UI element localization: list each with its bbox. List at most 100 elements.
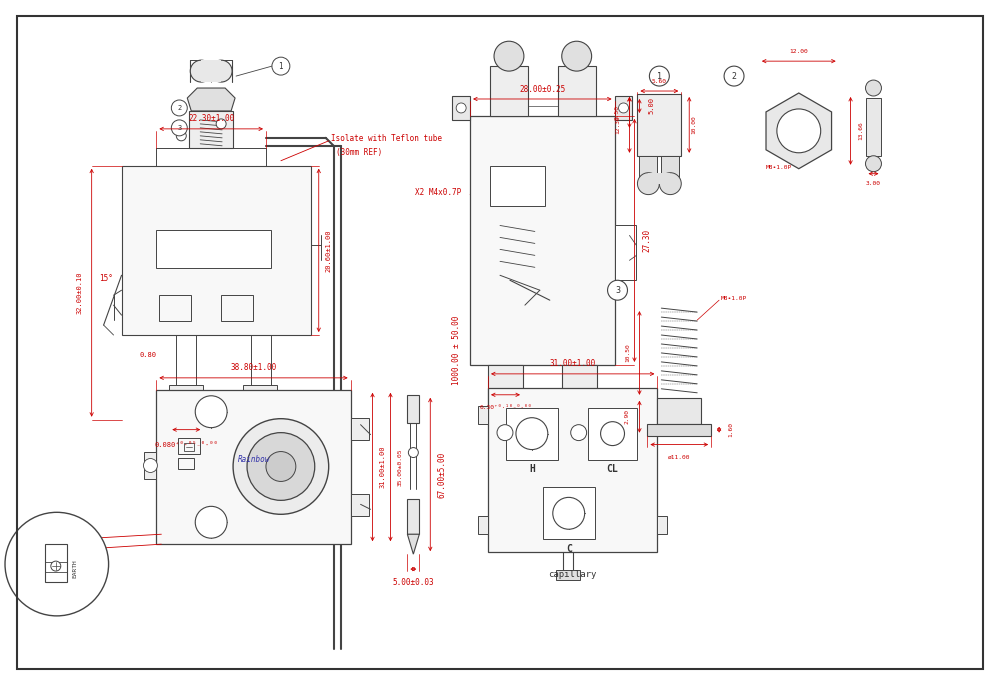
Bar	[178, 438, 200, 453]
Circle shape	[866, 80, 881, 96]
Bar	[156, 390, 351, 544]
Circle shape	[571, 425, 587, 440]
Bar	[639, 155, 657, 184]
Circle shape	[190, 60, 212, 82]
Bar	[221, 295, 253, 321]
Circle shape	[494, 41, 524, 71]
Circle shape	[601, 422, 624, 445]
Bar	[178, 458, 194, 469]
Circle shape	[171, 120, 187, 136]
Circle shape	[195, 506, 227, 538]
Bar	[156, 230, 271, 269]
Bar	[657, 516, 667, 534]
Text: ø11.00: ø11.00	[668, 455, 691, 460]
Text: Rainbow: Rainbow	[238, 455, 270, 464]
Bar	[351, 495, 369, 516]
Circle shape	[51, 561, 61, 571]
Bar	[407, 395, 419, 423]
Text: 12.00: 12.00	[789, 49, 808, 53]
Text: 31.00±1.00: 31.00±1.00	[550, 360, 596, 369]
Bar	[490, 66, 528, 116]
Text: 6.30: 6.30	[48, 599, 63, 604]
Circle shape	[195, 396, 227, 427]
Bar	[506, 408, 558, 460]
Text: 3: 3	[615, 286, 620, 295]
Bar	[478, 406, 488, 423]
Bar	[452, 96, 470, 120]
Text: EARTH: EARTH	[72, 560, 77, 578]
Circle shape	[171, 100, 187, 116]
Circle shape	[866, 155, 881, 172]
Text: 0.080⁺⁰·⁰⁵₋⁰·⁰⁰: 0.080⁺⁰·⁰⁵₋⁰·⁰⁰	[154, 442, 218, 447]
Text: 15°: 15°	[99, 274, 113, 283]
Text: 10.00: 10.00	[692, 116, 697, 134]
Bar	[488, 388, 657, 552]
Text: 2: 2	[177, 105, 181, 111]
Circle shape	[176, 131, 186, 141]
Polygon shape	[187, 88, 235, 111]
Circle shape	[608, 280, 627, 300]
Circle shape	[5, 512, 109, 616]
Bar	[201, 60, 221, 82]
Text: 32.00±0.10: 32.00±0.10	[77, 271, 83, 314]
Circle shape	[724, 66, 744, 86]
Bar	[184, 443, 194, 451]
Bar	[478, 516, 488, 534]
Text: 1000.00 ± 50.00: 1000.00 ± 50.00	[452, 315, 461, 385]
Circle shape	[210, 60, 232, 82]
Text: 22.30±1.00: 22.30±1.00	[188, 114, 234, 123]
Text: H: H	[529, 464, 535, 475]
Text: 3: 3	[177, 125, 181, 131]
Bar	[657, 398, 701, 423]
Bar	[144, 451, 156, 479]
Bar	[661, 155, 679, 184]
Circle shape	[659, 173, 681, 195]
Text: 0.80: 0.80	[139, 352, 156, 358]
Circle shape	[247, 433, 315, 500]
Bar	[490, 166, 545, 205]
Text: M8•1.0P: M8•1.0P	[721, 296, 747, 301]
Bar	[543, 488, 595, 539]
Text: 20.60±1.00: 20.60±1.00	[326, 229, 332, 272]
Text: CL: CL	[607, 464, 618, 475]
Bar	[243, 385, 277, 410]
Text: 6.30⁺⁰·¹⁰₋⁰·⁰⁰: 6.30⁺⁰·¹⁰₋⁰·⁰⁰	[479, 406, 532, 410]
Text: 38.80±1.00: 38.80±1.00	[230, 364, 277, 373]
Circle shape	[233, 419, 329, 514]
Text: X2 M4x0.7P: X2 M4x0.7P	[415, 188, 462, 197]
Circle shape	[649, 66, 669, 86]
Bar	[45, 544, 67, 582]
Bar	[615, 225, 636, 280]
Circle shape	[272, 57, 290, 75]
Circle shape	[619, 103, 628, 113]
Text: 5.60: 5.60	[652, 79, 667, 84]
Text: 12.30: 12.30	[615, 116, 620, 134]
Bar	[556, 570, 580, 580]
Bar	[189, 111, 233, 148]
Text: capillary: capillary	[549, 569, 597, 579]
Bar	[615, 96, 632, 120]
Bar	[488, 365, 523, 420]
Bar	[647, 423, 711, 436]
Bar	[648, 173, 670, 184]
Bar	[562, 365, 597, 420]
Circle shape	[562, 41, 592, 71]
Circle shape	[143, 458, 157, 473]
Circle shape	[637, 173, 659, 195]
Circle shape	[553, 497, 585, 530]
Text: 1: 1	[657, 72, 662, 81]
Text: (30mm REF): (30mm REF)	[336, 148, 382, 158]
Text: M8•1.0P: M8•1.0P	[766, 165, 792, 170]
Text: 27.30: 27.30	[643, 229, 652, 252]
Bar	[637, 94, 681, 155]
Text: 10.50: 10.50	[625, 344, 630, 362]
Circle shape	[408, 447, 418, 458]
Text: 10.00: 10.00	[22, 553, 27, 573]
Circle shape	[456, 103, 466, 113]
Text: 2.90: 2.90	[625, 409, 630, 424]
Circle shape	[497, 425, 513, 440]
Bar	[169, 385, 203, 410]
Text: 13.66: 13.66	[858, 121, 863, 140]
Text: 35.00±0.05: 35.00±0.05	[398, 448, 403, 486]
Bar	[122, 166, 311, 335]
